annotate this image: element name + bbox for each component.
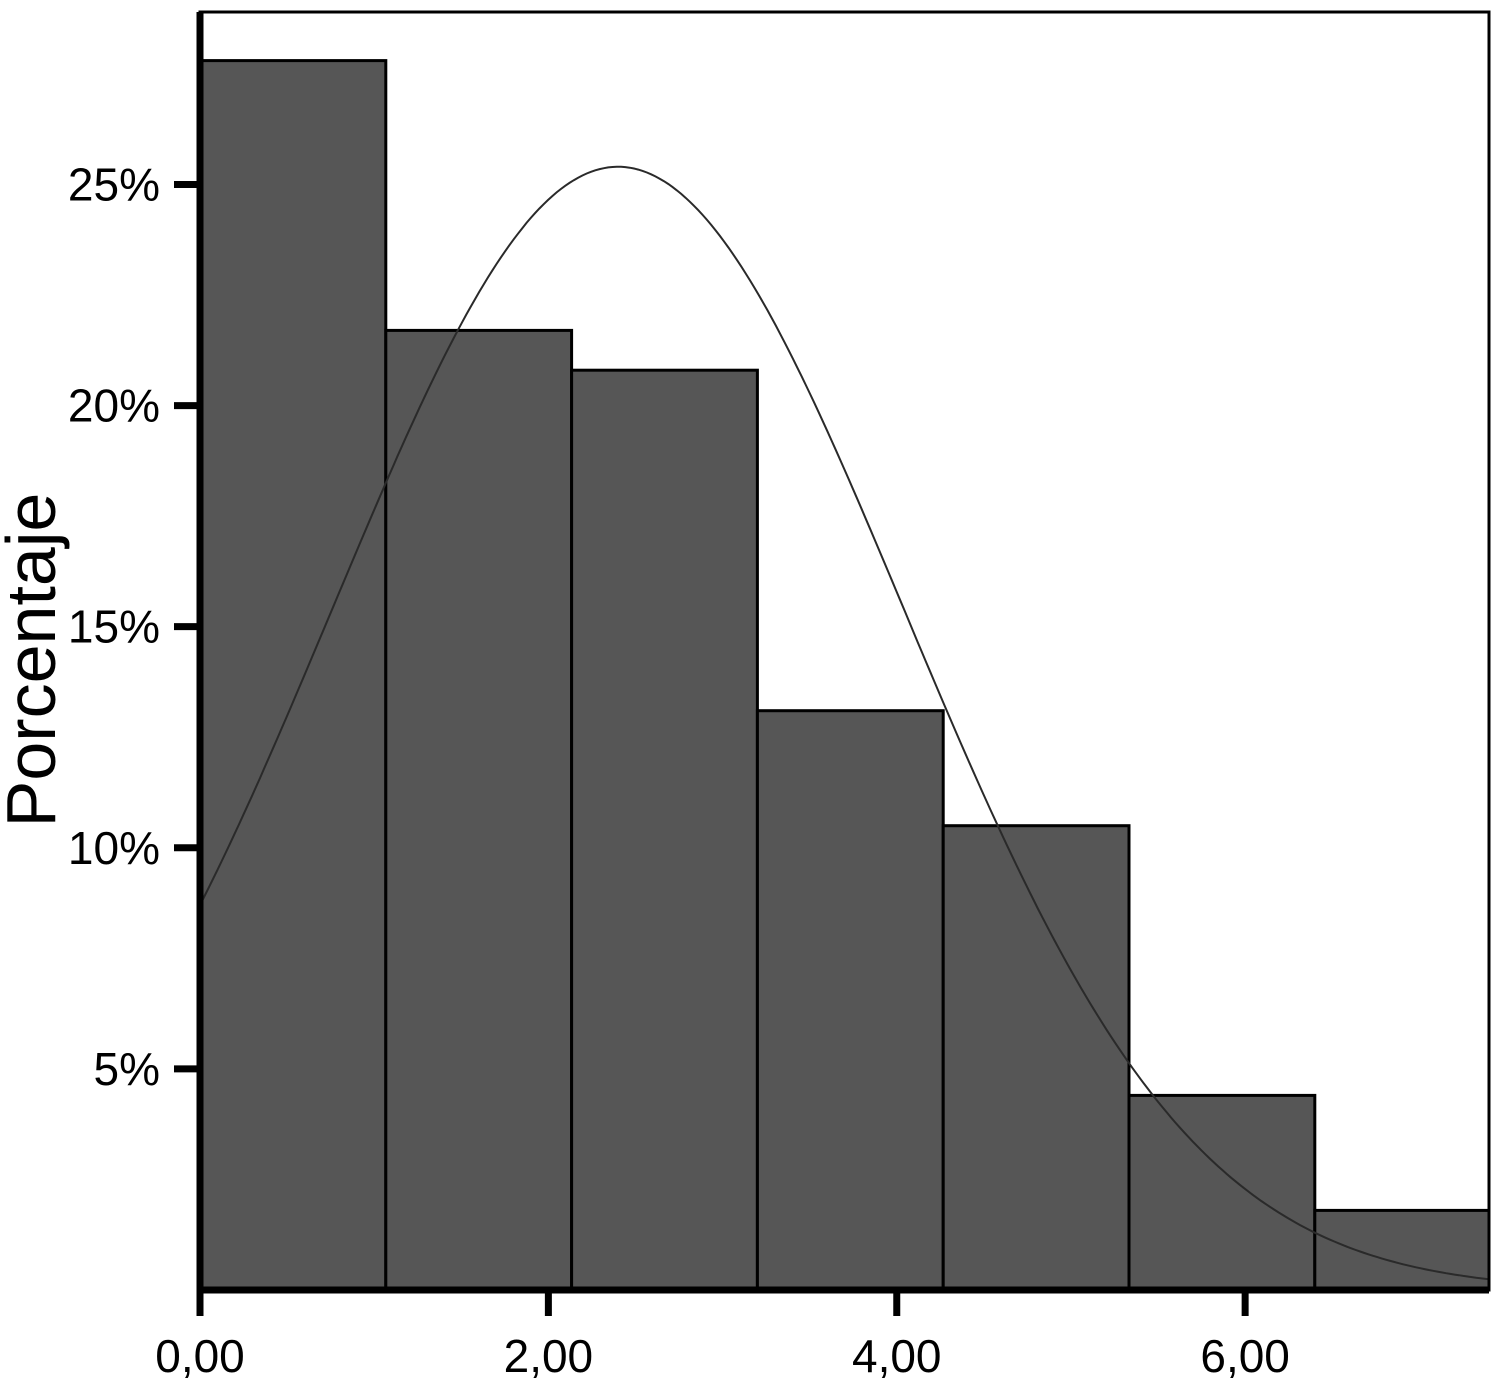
histogram-bar [198, 59, 388, 1292]
histogram-bar [384, 328, 574, 1292]
histogram-bar [1127, 1093, 1317, 1292]
histogram-bar [755, 709, 945, 1292]
x-tick-label: 2,00 [504, 1330, 594, 1378]
histogram-bar [941, 824, 1131, 1292]
y-tick-label: 25% [68, 158, 160, 210]
x-tick-label: 0,00 [155, 1330, 245, 1378]
y-tick-label: 20% [68, 380, 160, 432]
y-tick-label: 5% [94, 1043, 160, 1095]
y-axis-label: Porcentaje [0, 493, 70, 828]
y-tick-label: 10% [68, 822, 160, 874]
histogram-bar [1313, 1208, 1491, 1292]
x-tick-label: 6,00 [1200, 1330, 1290, 1378]
x-tick-label: 4,00 [852, 1330, 942, 1378]
normal-curve [199, 165, 1490, 1281]
histogram-bar [570, 368, 759, 1292]
y-tick-label: 15% [68, 601, 160, 653]
